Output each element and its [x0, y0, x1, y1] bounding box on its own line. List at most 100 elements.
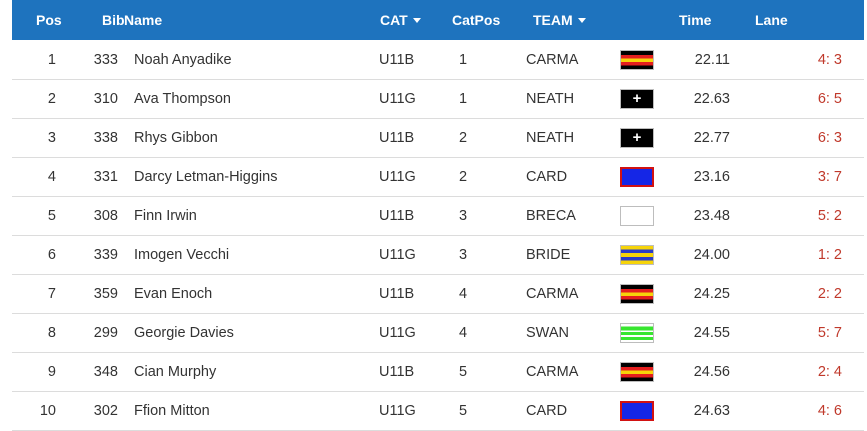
bib-cell: 299 [93, 325, 118, 341]
time-cell: 22.77 [693, 130, 730, 146]
time-cell: 22.63 [693, 91, 730, 107]
cat-cell: U11G [379, 247, 416, 263]
time-cell: 24.63 [693, 403, 730, 419]
pos-cell: 7 [47, 286, 56, 302]
header-pos[interactable]: Pos [36, 12, 62, 28]
table-row[interactable]: 9 348 Cian Murphy U11B 5 CARMA 24.56 2: … [12, 352, 864, 392]
header-cat-label: CAT [380, 12, 408, 28]
header-catpos[interactable]: CatPos [452, 12, 501, 28]
pos-cell: 2 [47, 91, 56, 107]
results-table: Pos Bib Name CAT CatPos TEAM Time Lane 1… [12, 0, 864, 431]
name-cell: Noah Anyadike [134, 52, 232, 68]
carma-flag-icon [620, 362, 654, 382]
table-row[interactable]: 7 359 Evan Enoch U11B 4 CARMA 24.25 2: 2 [12, 274, 864, 314]
pos-cell: 1 [47, 52, 56, 68]
time-cell: 24.55 [693, 325, 730, 341]
lane-cell: 5: 7 [817, 325, 842, 341]
lane-cell: 3: 7 [817, 169, 842, 185]
bib-cell: 333 [93, 52, 118, 68]
catpos-cell: 2 [459, 130, 468, 146]
header-lane[interactable]: Lane [755, 12, 788, 28]
catpos-cell: 1 [459, 91, 468, 107]
carma-flag-icon [620, 284, 654, 304]
bib-cell: 348 [93, 364, 118, 380]
team-cell: BRECA [526, 208, 576, 224]
lane-cell: 4: 3 [817, 52, 842, 68]
cat-cell: U11B [379, 208, 415, 224]
lane-cell: 5: 2 [817, 208, 842, 224]
carma-flag-icon [620, 50, 654, 70]
time-cell: 24.56 [693, 364, 730, 380]
table-row[interactable]: 1 333 Noah Anyadike U11B 1 CARMA 22.11 4… [12, 40, 864, 80]
cat-cell: U11G [379, 325, 416, 341]
bib-cell: 359 [93, 286, 118, 302]
pos-cell: 6 [47, 247, 56, 263]
header-cat-sort[interactable]: CAT [380, 12, 421, 28]
team-cell: CARMA [526, 286, 579, 302]
card-flag-icon [620, 401, 654, 421]
bib-cell: 338 [93, 130, 118, 146]
catpos-cell: 2 [459, 169, 468, 185]
time-cell: 23.48 [693, 208, 730, 224]
name-cell: Evan Enoch [134, 286, 213, 302]
name-cell: Ava Thompson [134, 91, 231, 107]
catpos-cell: 3 [459, 247, 468, 263]
team-cell: NEATH [526, 130, 575, 146]
lane-cell: 6: 5 [817, 91, 842, 107]
name-cell: Imogen Vecchi [134, 247, 230, 263]
bib-cell: 331 [93, 169, 118, 185]
bib-cell: 302 [93, 403, 118, 419]
cat-cell: U11G [379, 169, 416, 185]
catpos-cell: 5 [459, 364, 468, 380]
lane-cell: 2: 4 [817, 364, 842, 380]
name-cell: Rhys Gibbon [134, 130, 218, 146]
table-row[interactable]: 3 338 Rhys Gibbon U11B 2 NEATH 22.77 6: … [12, 118, 864, 158]
table-row[interactable]: 10 302 Ffion Mitton U11G 5 CARD 24.63 4:… [12, 391, 864, 431]
header-team-sort[interactable]: TEAM [533, 12, 586, 28]
team-cell: CARD [526, 403, 568, 419]
catpos-cell: 5 [459, 403, 468, 419]
pos-cell: 10 [39, 403, 56, 419]
catpos-cell: 4 [459, 286, 468, 302]
time-cell: 22.11 [694, 52, 730, 68]
name-cell: Ffion Mitton [134, 403, 210, 419]
cat-cell: U11B [379, 364, 415, 380]
table-row[interactable]: 5 308 Finn Irwin U11B 3 BRECA 23.48 5: 2 [12, 196, 864, 236]
team-cell: BRIDE [526, 247, 571, 263]
breca-flag-icon [620, 206, 654, 226]
name-cell: Finn Irwin [134, 208, 197, 224]
catpos-cell: 1 [459, 52, 468, 68]
cat-cell: U11B [379, 130, 415, 146]
table-header: Pos Bib Name CAT CatPos TEAM Time Lane [12, 0, 864, 40]
card-flag-icon [620, 167, 654, 187]
lane-cell: 2: 2 [817, 286, 842, 302]
bib-cell: 339 [93, 247, 118, 263]
bride-flag-icon [620, 245, 654, 265]
cat-cell: U11G [379, 91, 416, 107]
team-cell: SWAN [526, 325, 569, 341]
bib-cell: 308 [93, 208, 118, 224]
bib-cell: 310 [93, 91, 118, 107]
table-row[interactable]: 6 339 Imogen Vecchi U11G 3 BRIDE 24.00 1… [12, 235, 864, 275]
team-cell: CARMA [526, 52, 579, 68]
table-row[interactable]: 4 331 Darcy Letman-Higgins U11G 2 CARD 2… [12, 157, 864, 197]
table-row[interactable]: 2 310 Ava Thompson U11G 1 NEATH 22.63 6:… [12, 79, 864, 119]
pos-cell: 5 [47, 208, 56, 224]
caret-down-icon [412, 18, 421, 23]
catpos-cell: 3 [459, 208, 468, 224]
pos-cell: 4 [47, 169, 56, 185]
time-cell: 23.16 [693, 169, 730, 185]
time-cell: 24.25 [693, 286, 730, 302]
pos-cell: 8 [47, 325, 56, 341]
caret-down-icon [577, 18, 586, 23]
header-bib[interactable]: Bib [102, 12, 125, 28]
lane-cell: 6: 3 [817, 130, 842, 146]
team-cell: NEATH [526, 91, 575, 107]
header-time[interactable]: Time [679, 12, 712, 28]
header-name[interactable]: Name [124, 12, 163, 28]
lane-cell: 4: 6 [817, 403, 842, 419]
pos-cell: 3 [47, 130, 56, 146]
cat-cell: U11B [379, 52, 415, 68]
neath-flag-icon [620, 89, 654, 109]
table-row[interactable]: 8 299 Georgie Davies U11G 4 SWAN 24.55 5… [12, 313, 864, 353]
